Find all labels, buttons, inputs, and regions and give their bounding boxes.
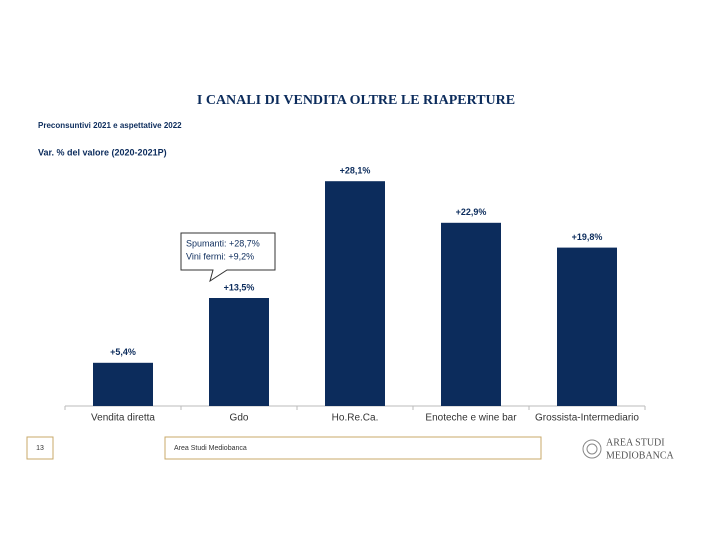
value-label: +28,1% <box>340 166 371 176</box>
callout: Spumanti: +28,7% Vini fermi: +9,2% <box>180 232 276 283</box>
value-label: +22,9% <box>456 207 487 217</box>
logo-text: AREA STUDI <box>606 437 665 448</box>
bar <box>93 362 153 406</box>
page-box <box>26 436 54 460</box>
x-tick-label: Enoteche e wine bar <box>425 413 517 424</box>
value-label: +13,5% <box>224 282 255 292</box>
x-tick-label: Grossista-Intermediario <box>535 413 639 424</box>
source-box <box>164 436 542 460</box>
x-tick-label: Gdo <box>230 413 249 424</box>
value-label: +5,4% <box>110 347 136 357</box>
value-label: +19,8% <box>572 232 603 242</box>
y-label: Var. % del valore (2020-2021P) <box>38 147 167 157</box>
bar <box>209 298 269 406</box>
bar <box>325 181 385 406</box>
x-tick-label: Vendita diretta <box>91 413 155 424</box>
chart-title: I CANALI DI VENDITA OLTRE LE RIAPERTURE <box>197 93 515 108</box>
annotation-text: Vini fermi: +9,2% <box>186 251 254 261</box>
bar <box>441 222 501 406</box>
chart-subtitle: Preconsuntivi 2021 e aspettative 2022 <box>38 121 182 130</box>
logo-text: MEDIOBANCA <box>606 450 675 461</box>
page-number: 13 <box>36 445 44 452</box>
source: Area Studi Mediobanca <box>174 445 247 452</box>
logo-emblem <box>582 439 602 459</box>
logo-emblem-inner <box>586 443 598 455</box>
callout-box <box>180 232 276 283</box>
annotation-text: Spumanti: +28,7% <box>186 238 260 248</box>
x-tick-label: Ho.Re.Ca. <box>332 413 379 424</box>
bar <box>557 247 617 406</box>
